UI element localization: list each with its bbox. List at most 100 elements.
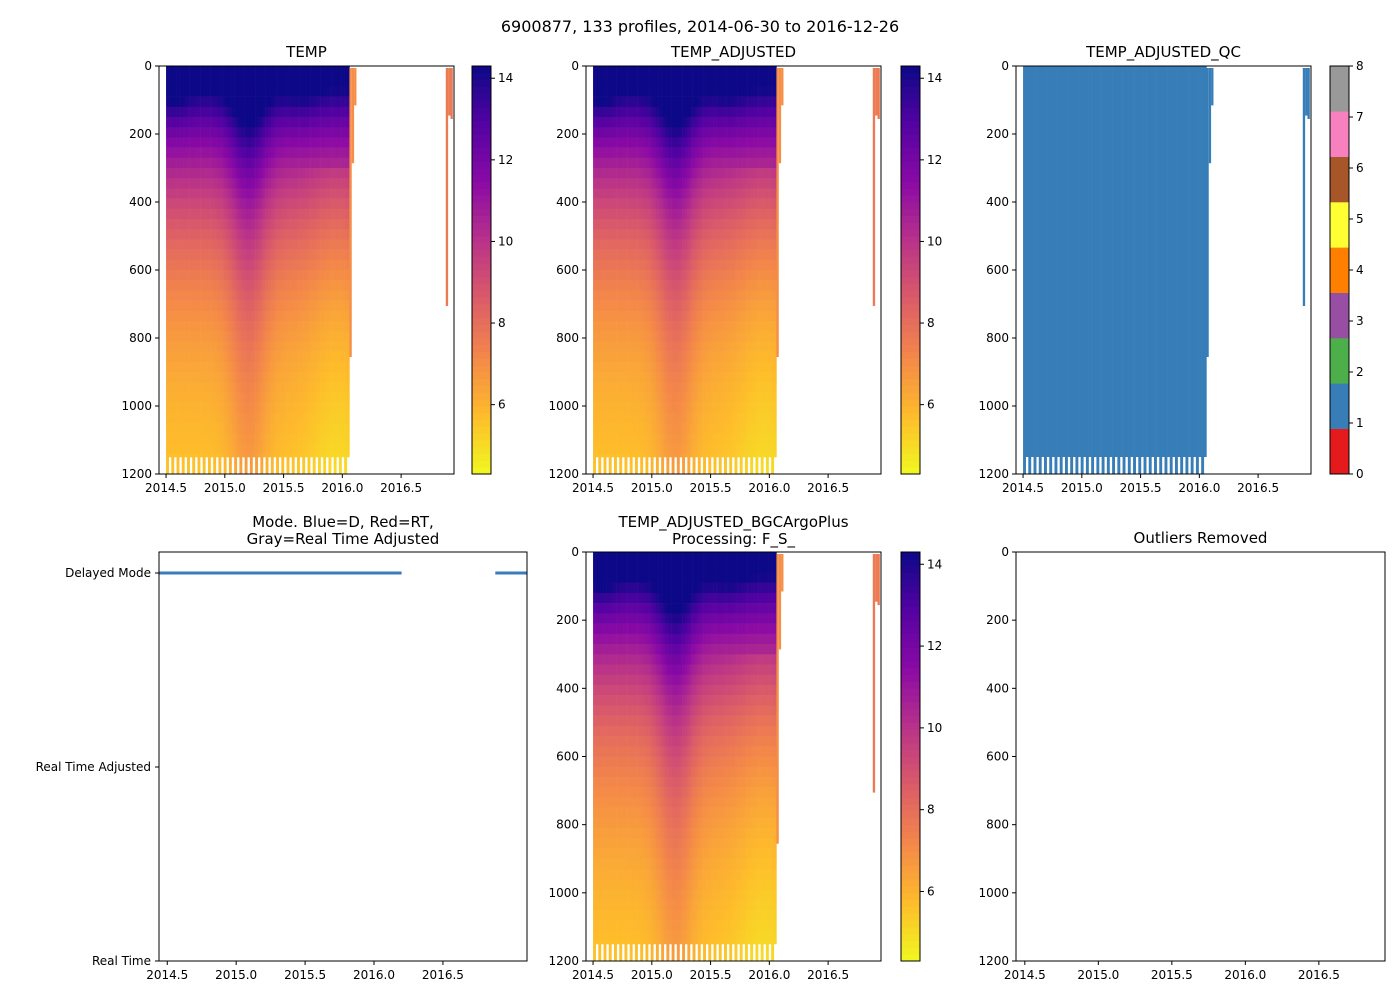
heatmap-cell <box>606 433 610 444</box>
heatmap-cell <box>708 433 712 444</box>
heatmap-cell <box>716 453 720 458</box>
heatmap-cell <box>244 127 248 138</box>
heatmap-cell <box>192 341 196 352</box>
heatmap-cell <box>289 443 293 454</box>
heatmap-cell <box>270 433 274 444</box>
heatmap-cell <box>611 423 615 434</box>
heatmap-cell <box>200 86 204 97</box>
heatmap-cell <box>724 208 727 220</box>
heatmap-cell <box>336 351 340 363</box>
heatmap-cell <box>312 361 316 373</box>
heatmap-cell <box>684 372 688 383</box>
colorbar-gradient-step <box>472 290 491 298</box>
heatmap-cell <box>598 106 602 118</box>
heatmap-cell <box>255 86 259 97</box>
heatmap-cell <box>632 351 636 363</box>
heatmap-cell <box>632 300 636 312</box>
heatmap-cell <box>634 372 638 383</box>
heatmap-cell <box>658 423 662 434</box>
heatmap-cell <box>194 321 198 332</box>
heatmap-cell <box>249 188 253 199</box>
heatmap-cell <box>682 361 686 373</box>
heatmap-cell <box>200 188 204 199</box>
heatmap-cell <box>606 168 610 179</box>
heatmap-cell <box>278 229 282 240</box>
heatmap-cell <box>270 219 274 230</box>
heatmap-cell <box>276 443 279 454</box>
heatmap-cell <box>307 382 311 393</box>
heatmap-cell <box>302 188 306 199</box>
heatmap-cell <box>197 157 201 169</box>
heatmap-cell <box>600 106 604 118</box>
heatmap-cell <box>346 157 350 169</box>
heatmap-cell <box>249 86 253 97</box>
heatmap-cell <box>192 402 196 414</box>
heatmap-cell <box>674 66 678 77</box>
heatmap-cell <box>166 239 169 250</box>
heatmap-cell <box>344 453 348 465</box>
heatmap-cell <box>624 188 628 199</box>
heatmap-cell <box>323 372 327 383</box>
heatmap-cell <box>632 453 636 458</box>
heatmap-cell <box>658 96 662 108</box>
heatmap-cell <box>218 157 222 169</box>
heatmap-cell <box>341 127 345 138</box>
heatmap-cell <box>197 300 201 312</box>
heatmap-cell <box>218 270 222 281</box>
heatmap-cell <box>239 372 243 383</box>
heatmap-cell <box>336 270 340 281</box>
heatmap-cell <box>671 270 675 281</box>
heatmap-cell <box>679 137 683 148</box>
heatmap-cell <box>168 453 172 458</box>
heatmap-cell <box>312 249 316 261</box>
heatmap-cell <box>307 178 311 189</box>
heatmap-cell <box>692 351 696 363</box>
heatmap-cell <box>255 117 259 128</box>
heatmap-cell <box>291 463 295 475</box>
heatmap-cell <box>181 321 185 332</box>
heatmap-cell <box>207 117 211 128</box>
heatmap-cell <box>249 127 253 138</box>
heatmap-cell <box>228 198 232 210</box>
heatmap-cell <box>729 341 733 352</box>
heatmap-cell <box>637 433 641 444</box>
heatmap-cell <box>315 351 319 363</box>
heatmap-cell <box>312 219 316 230</box>
heatmap-cell <box>312 341 316 352</box>
heatmap-cell <box>302 86 306 97</box>
heatmap-cell <box>642 310 646 322</box>
heatmap-cell <box>695 423 699 434</box>
heatmap-cell <box>687 96 691 108</box>
heatmap-cell <box>187 402 190 414</box>
heatmap-cell <box>692 453 696 465</box>
heatmap-cell <box>192 321 196 332</box>
heatmap-cell <box>289 259 293 271</box>
heatmap-cell <box>710 453 714 458</box>
heatmap-cell <box>239 341 243 352</box>
heatmap-cell <box>682 66 686 77</box>
heatmap-cell <box>260 147 264 159</box>
heatmap-cell <box>710 321 714 332</box>
heatmap-cell <box>328 229 332 240</box>
heatmap-cell <box>695 402 699 414</box>
heatmap-cell <box>682 392 686 403</box>
heatmap-cell <box>724 392 727 403</box>
heatmap-cell <box>684 341 688 352</box>
heatmap-cell <box>682 198 686 210</box>
heatmap-cell <box>302 239 306 250</box>
heatmap-cell <box>255 310 259 322</box>
heatmap-cell <box>603 208 607 220</box>
heatmap-cell <box>281 402 285 414</box>
heatmap-cell <box>600 351 604 363</box>
heatmap-cell <box>640 463 644 475</box>
heatmap-cell <box>674 198 678 210</box>
heatmap-cell <box>173 137 177 148</box>
heatmap-cell <box>687 147 691 159</box>
heatmap-cell <box>703 239 706 250</box>
heatmap-cell <box>312 66 316 77</box>
heatmap-cell <box>682 157 686 169</box>
heatmap-cell <box>234 157 238 169</box>
heatmap-cell <box>595 392 599 403</box>
heatmap-cell <box>234 331 238 342</box>
heatmap-cell <box>333 208 337 220</box>
